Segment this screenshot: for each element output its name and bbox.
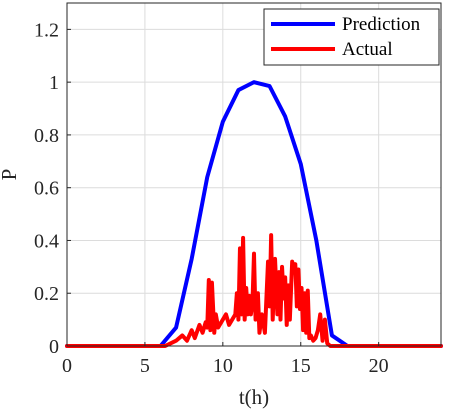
- series-line-prediction: [65, 80, 443, 348]
- y-tick-label: 0.6: [34, 178, 59, 200]
- series-line-actual: [65, 233, 443, 348]
- x-tick-label: 20: [369, 355, 389, 377]
- y-tick-label: 0.2: [34, 283, 59, 305]
- series-lines: [65, 80, 443, 348]
- x-tick-label: 15: [291, 355, 311, 377]
- y-tick-label: 1: [49, 72, 59, 94]
- legend: Prediction Actual: [263, 8, 440, 66]
- axis-ticks: 0 5 10 15 20 0 0.2 0.4 0.6 0.8 1 1.2: [34, 19, 389, 377]
- plot-frame: [66, 2, 442, 347]
- y-tick-label: 0.8: [34, 125, 59, 147]
- x-axis-label: t(h): [239, 385, 269, 409]
- x-tick-label: 0: [62, 355, 72, 377]
- x-tick-label: 10: [213, 355, 233, 377]
- legend-label-actual: Actual: [342, 39, 393, 60]
- legend-label-prediction: Prediction: [342, 14, 421, 35]
- y-axis-label: P: [0, 169, 21, 181]
- x-tick-label: 5: [140, 355, 150, 377]
- legend-box: [263, 8, 440, 66]
- y-tick-label: 1.2: [34, 19, 59, 41]
- y-tick-label: 0: [49, 336, 59, 358]
- y-tick-label: 0.4: [34, 230, 59, 252]
